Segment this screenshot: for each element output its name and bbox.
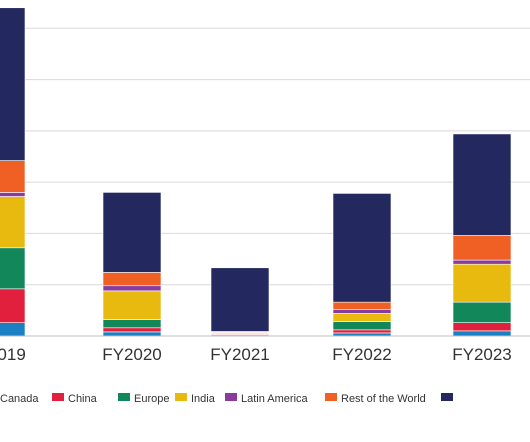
bar-segment	[0, 160, 26, 193]
legend-label: Europe	[134, 393, 169, 405]
legend-label: India	[191, 393, 216, 405]
bar-segment	[332, 321, 392, 331]
bar-segment	[102, 192, 162, 273]
bar-segment	[102, 319, 162, 329]
x-tick-label: FY2022	[332, 345, 392, 364]
legend-swatch	[325, 393, 337, 401]
gridlines	[0, 27, 530, 286]
bar-segment	[0, 322, 26, 337]
bar-segment	[452, 259, 512, 265]
legend: Canada China Europe India Latin America Rest …	[0, 393, 453, 405]
x-tick-label: FY2021	[210, 345, 270, 364]
x-tick-label: FY2019	[0, 345, 26, 364]
bar-segment	[452, 330, 512, 337]
bar-segment	[0, 288, 26, 323]
bar-segment	[332, 193, 392, 303]
bar-segment	[332, 301, 392, 310]
bar-segment	[102, 327, 162, 333]
legend-label: Rest of the World	[341, 393, 426, 405]
legend-label: Latin America	[241, 393, 309, 405]
bar-segment	[210, 267, 270, 332]
x-tick-labels: FY2019 FY2020 FY2021 FY2022 FY2023	[0, 345, 512, 364]
bar-segment	[0, 196, 26, 249]
x-tick-label: FY2020	[102, 345, 162, 364]
bar-segment	[102, 290, 162, 320]
bar-segment	[102, 331, 162, 337]
bar-segment	[332, 313, 392, 322]
legend-swatch	[441, 393, 453, 401]
bar-segment	[452, 133, 512, 236]
bars	[0, 7, 512, 337]
legend-swatch	[225, 393, 237, 401]
bar-segment	[332, 329, 392, 334]
legend-label: China	[68, 393, 98, 405]
bar-segment	[452, 322, 512, 332]
bar-segment	[452, 263, 512, 303]
bar-segment	[0, 247, 26, 290]
bar-segment	[102, 285, 162, 292]
bar-segment	[452, 301, 512, 323]
bar-segment	[0, 192, 26, 197]
x-tick-label: FY2023	[452, 345, 512, 364]
legend-label: Canada	[0, 393, 39, 405]
bar-segment	[102, 272, 162, 287]
bar-segment	[452, 235, 512, 261]
bar-segment	[332, 309, 392, 314]
bar-segment	[0, 7, 26, 161]
legend-swatch	[118, 393, 130, 401]
legend-swatch	[175, 393, 187, 401]
legend-swatch	[52, 393, 64, 401]
